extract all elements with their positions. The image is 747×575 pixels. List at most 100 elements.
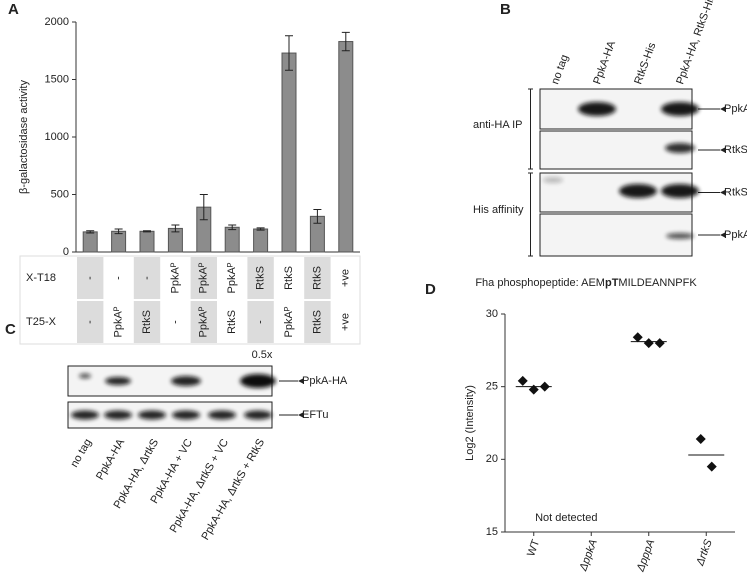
point <box>632 332 643 343</box>
table-cell: +ve <box>340 269 352 287</box>
arrow-head <box>720 232 726 238</box>
table-cell: PpkAᴾ <box>198 306 210 337</box>
panel-label: A <box>8 1 19 18</box>
point <box>528 384 539 395</box>
y-tick-label: 1000 <box>45 131 69 143</box>
y-tick-label: 2000 <box>45 16 69 28</box>
table-cell: - <box>169 320 181 324</box>
error-bar <box>285 35 293 71</box>
bar <box>338 41 354 253</box>
table-cell: PpkAᴾ <box>113 306 125 337</box>
table-cell: PpkAᴾ <box>283 306 295 337</box>
blot-band <box>172 410 200 420</box>
blot-band <box>71 410 99 420</box>
point <box>517 375 528 386</box>
table-cell-shade <box>77 257 104 299</box>
table-cell: - <box>141 276 153 280</box>
table-cell: RtkS <box>311 266 323 290</box>
x-tick-label: ΔppkA <box>577 538 600 574</box>
blot-band <box>619 184 657 198</box>
error-bar <box>86 230 95 234</box>
blot-box <box>67 401 273 429</box>
panel-label: B <box>500 1 511 18</box>
error-bar <box>313 208 322 224</box>
bracket <box>528 172 533 257</box>
error-bar <box>199 194 208 221</box>
blot-band <box>661 102 699 116</box>
arrow-head <box>720 106 726 112</box>
blot-band <box>543 177 563 183</box>
chart-title: Fha phosphopeptide: AEMpTMILDEANNPFK <box>475 277 697 289</box>
lane-label: PpkA-HA, RtkS-His <box>674 0 718 86</box>
table-cell: RtkS <box>283 266 295 290</box>
row-label: RtkS-His <box>724 186 747 198</box>
row-label: PpkA-HA <box>724 229 747 241</box>
note: 0.5x <box>252 349 273 361</box>
error-bar <box>228 224 237 231</box>
x-tick-label: ΔpppA <box>634 538 657 574</box>
table-row-label: X-T18 <box>26 272 56 284</box>
table-cell-shade <box>190 301 217 343</box>
point <box>643 338 654 349</box>
error-bar <box>256 227 265 231</box>
table-cell: RtkS <box>226 310 238 334</box>
point <box>695 433 706 444</box>
bar <box>139 230 155 253</box>
point <box>654 338 665 349</box>
blot-band <box>79 373 91 379</box>
blot-band <box>104 410 132 420</box>
table-cell-shade <box>133 257 161 299</box>
bar <box>281 52 297 253</box>
y-axis-label: Log2 (Intensity) <box>464 385 476 461</box>
group-label: anti-HA IP <box>473 119 523 131</box>
blot-band <box>665 143 695 153</box>
lane-label: PpkA-HA <box>591 39 618 86</box>
row-label: RtkS-His <box>724 144 747 156</box>
row-label: PpkA-HA <box>724 103 747 115</box>
x-tick-label: WT <box>525 538 542 558</box>
table-cell-shade <box>190 257 217 299</box>
lane-label: PpkA-HA <box>94 436 127 482</box>
table-cell-shade <box>133 301 161 343</box>
blot-band <box>661 184 699 198</box>
blot-band <box>105 377 131 385</box>
lane-label: no tag <box>549 53 571 86</box>
blot-band <box>208 410 236 420</box>
arrow-head <box>298 412 304 418</box>
lane-label: RtkS-His <box>632 41 658 86</box>
table-cell-shade <box>77 301 104 343</box>
panel-label: D <box>425 281 436 298</box>
blot-band <box>138 410 166 420</box>
lane-label: no tag <box>68 437 94 469</box>
blot-box <box>67 365 273 397</box>
bracket <box>528 88 533 170</box>
table-cell: PpkAᴾ <box>169 262 181 293</box>
y-axis-label: β-galactosidase activity <box>18 80 30 194</box>
panel-label: C <box>5 321 16 338</box>
blot-band <box>240 374 276 388</box>
bar <box>82 231 98 253</box>
lane-label: PpkA-HA, ΔrtkS + RtkS <box>199 437 267 542</box>
table-cell-shade <box>247 301 274 343</box>
bar <box>111 230 127 253</box>
table-frame <box>19 255 361 345</box>
table-cell: - <box>255 320 267 324</box>
error-bar <box>341 31 350 52</box>
y-tick-label: 500 <box>51 188 69 200</box>
point <box>706 461 717 472</box>
blot-band <box>666 233 694 239</box>
x-tick-label: ΔrtkS <box>694 537 715 568</box>
table-cell: PpkAᴾ <box>226 262 238 293</box>
table-cell: - <box>84 276 96 280</box>
table-cell: - <box>113 276 125 280</box>
annotation: Not detected <box>535 512 597 524</box>
y-tick-label: 0 <box>63 246 69 258</box>
blot-band <box>171 376 201 386</box>
y-tick-label: 15 <box>486 526 498 538</box>
title-part: pT <box>605 277 619 289</box>
row-label: PpkA-HA <box>302 375 348 387</box>
arrow-head <box>298 378 304 384</box>
table-cell: RtkS <box>311 310 323 334</box>
title-part: MILDEANNPFK <box>618 277 697 289</box>
